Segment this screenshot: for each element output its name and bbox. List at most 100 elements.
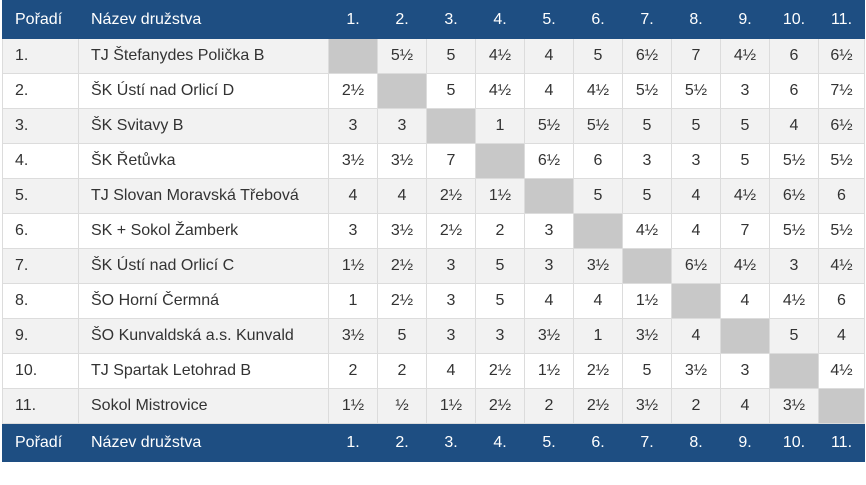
rank-cell: 8.	[2, 283, 79, 319]
score-cell: 5½	[524, 108, 574, 144]
header-col: 6.	[573, 0, 623, 39]
score-cell: 3½	[377, 143, 427, 179]
header-rank: Pořadí	[2, 0, 79, 39]
score-cell: 3	[377, 108, 427, 144]
crosstable-body: 1. TJ Štefanydes Polička B 5½ 5 4½ 4 5 6½ 7 4½ 6 6½…	[2, 38, 865, 424]
score-cell: 4½	[622, 213, 672, 249]
footer-col: 9.	[720, 423, 770, 462]
footer-col: 1.	[328, 423, 378, 462]
footer-col: 10.	[769, 423, 819, 462]
score-cell: 2	[524, 388, 574, 424]
score-cell: 4	[524, 38, 574, 74]
rank-cell: 3.	[2, 108, 79, 144]
diagonal-cell	[426, 108, 476, 144]
score-cell: 6½	[769, 178, 819, 214]
team-name-cell: SK + Sokol Žamberk	[78, 213, 329, 249]
footer-col: 8.	[671, 423, 721, 462]
header-team: Název družstva	[78, 0, 329, 39]
diagonal-cell	[671, 283, 721, 319]
score-cell: 5	[426, 38, 476, 74]
score-cell: 1½	[524, 353, 574, 389]
header-col: 10.	[769, 0, 819, 39]
score-cell: 4½	[573, 73, 623, 109]
score-cell: 5½	[573, 108, 623, 144]
score-cell: 5½	[769, 213, 819, 249]
rank-cell: 7.	[2, 248, 79, 284]
score-cell: 4½	[475, 38, 525, 74]
score-cell: 2½	[573, 388, 623, 424]
score-cell: 4½	[720, 38, 770, 74]
rank-cell: 6.	[2, 213, 79, 249]
score-cell: 3	[524, 248, 574, 284]
score-cell: 1½	[622, 283, 672, 319]
score-cell: 5	[377, 318, 427, 354]
score-cell: 3½	[671, 353, 721, 389]
team-name-cell: ŠK Ústí nad Orlicí D	[78, 73, 329, 109]
crosstable: Pořadí Název družstva 1. 2. 3. 4. 5. 6. …	[2, 0, 865, 462]
table-row: 9. ŠO Kunvaldská a.s. Kunvald 3½ 5 3 3 3½ 1 3½ 4 5…	[2, 318, 865, 354]
score-cell: 6½	[818, 38, 865, 74]
header-col: 11.	[818, 0, 865, 39]
score-cell: 4	[524, 73, 574, 109]
score-cell: 4	[377, 178, 427, 214]
score-cell: 2	[671, 388, 721, 424]
score-cell: 5½	[622, 73, 672, 109]
score-cell: 4	[426, 353, 476, 389]
diagonal-cell	[475, 143, 525, 179]
diagonal-cell	[818, 388, 865, 424]
score-cell: 6	[769, 38, 819, 74]
score-cell: 2½	[377, 283, 427, 319]
team-name-cell: TJ Štefanydes Polička B	[78, 38, 329, 74]
diagonal-cell	[622, 248, 672, 284]
score-cell: 6	[573, 143, 623, 179]
rank-cell: 11.	[2, 388, 79, 424]
score-cell: 5½	[377, 38, 427, 74]
score-cell: 2	[475, 213, 525, 249]
score-cell: 4	[769, 108, 819, 144]
footer-col: 4.	[475, 423, 525, 462]
diagonal-cell	[377, 73, 427, 109]
footer-col: 6.	[573, 423, 623, 462]
score-cell: 1½	[426, 388, 476, 424]
score-cell: 5	[622, 353, 672, 389]
score-cell: 6½	[622, 38, 672, 74]
score-cell: 6	[818, 283, 865, 319]
table-row: 8. ŠO Horní Čermná 1 2½ 3 5 4 4 1½ 4 4½ 6	[2, 283, 865, 319]
rank-cell: 10.	[2, 353, 79, 389]
score-cell: 3½	[769, 388, 819, 424]
table-row: 11. Sokol Mistrovice 1½ ½ 1½ 2½ 2 2½ 3½ 2 4 3½	[2, 388, 865, 424]
score-cell: 2	[328, 353, 378, 389]
score-cell: 6½	[818, 108, 865, 144]
score-cell: 5	[720, 108, 770, 144]
team-name-cell: ŠK Řetůvka	[78, 143, 329, 179]
score-cell: 4	[328, 178, 378, 214]
team-name-cell: Sokol Mistrovice	[78, 388, 329, 424]
team-name-cell: ŠO Kunvaldská a.s. Kunvald	[78, 318, 329, 354]
score-cell: 3	[671, 143, 721, 179]
team-name-cell: ŠK Svitavy B	[78, 108, 329, 144]
score-cell: 4½	[475, 73, 525, 109]
score-cell: 2½	[426, 213, 476, 249]
score-cell: 2½	[475, 353, 525, 389]
team-name-cell: ŠO Horní Čermná	[78, 283, 329, 319]
score-cell: 3	[622, 143, 672, 179]
footer-col: 3.	[426, 423, 476, 462]
score-cell: 3½	[573, 248, 623, 284]
score-cell: 2½	[377, 248, 427, 284]
team-name-cell: ŠK Ústí nad Orlicí C	[78, 248, 329, 284]
score-cell: 1½	[475, 178, 525, 214]
score-cell: 4	[671, 178, 721, 214]
rank-cell: 9.	[2, 318, 79, 354]
score-cell: 1½	[328, 388, 378, 424]
header-col: 5.	[524, 0, 574, 39]
score-cell: 1	[328, 283, 378, 319]
score-cell: 4	[720, 388, 770, 424]
score-cell: 4½	[720, 178, 770, 214]
score-cell: 2½	[573, 353, 623, 389]
score-cell: 6½	[671, 248, 721, 284]
footer-row: Pořadí Název družstva 1. 2. 3. 4. 5. 6. …	[2, 423, 865, 462]
table-row: 6. SK + Sokol Žamberk 3 3½ 2½ 2 3 4½ 4 7 5½ 5½	[2, 213, 865, 249]
score-cell: 6	[818, 178, 865, 214]
score-cell: 7	[671, 38, 721, 74]
score-cell: 1	[475, 108, 525, 144]
